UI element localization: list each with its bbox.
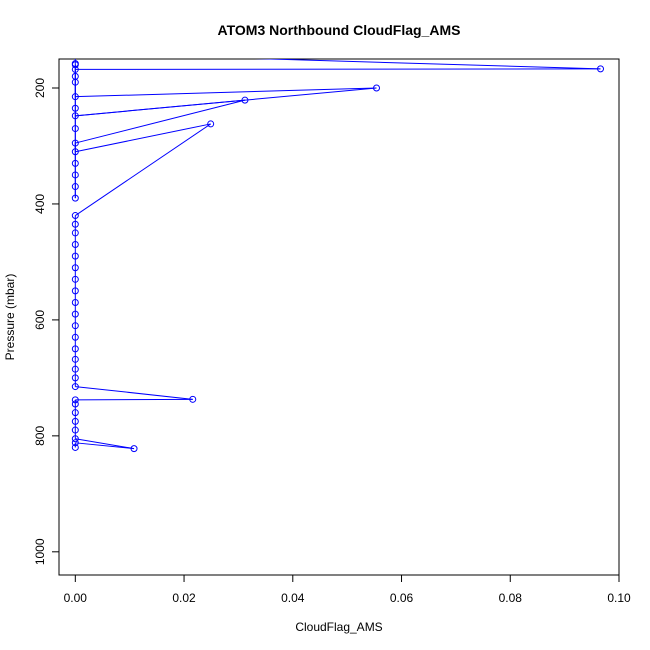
data-point [71,252,79,260]
y-tick-label: 1000 [33,538,47,565]
data-point [241,96,249,104]
y-tick-label: 600 [33,310,47,330]
data-point [71,435,79,443]
data-point [189,395,197,403]
data-point [71,400,79,408]
data-point [71,183,79,191]
data-point [71,355,79,363]
data-point [71,299,79,307]
chart-title: ATOM3 Northbound CloudFlag_AMS [218,22,461,38]
x-axis-label: CloudFlag_AMS [295,620,382,634]
y-axis: 200 400 600 800 1000 [33,78,59,565]
data-point [71,322,79,330]
data-point [71,310,79,318]
data-point [71,220,79,228]
data-point [71,241,79,249]
series-segment [75,99,246,144]
x-axis: 0.00 0.02 0.04 0.06 0.08 0.10 [64,575,631,605]
data-point [207,120,215,128]
x-tick-label: 0.06 [390,591,414,605]
data-point [71,345,79,353]
data-point [71,125,79,133]
data-point [71,443,79,451]
data-point [71,112,79,120]
data-point [71,159,79,167]
y-tick-label: 200 [33,78,47,98]
data-point [71,287,79,295]
y-tick-label: 400 [33,194,47,214]
x-tick-label: 0.02 [172,591,196,605]
x-tick-label: 0.10 [607,591,631,605]
series-segment [253,59,601,70]
data-point [71,333,79,341]
data-point [71,104,79,112]
series-segment [75,68,601,70]
data-point [71,93,79,101]
data-point [71,365,79,373]
data-point [71,439,79,447]
series-layer [71,59,605,453]
data-point [71,194,79,202]
data-point [71,275,79,283]
series-segment [75,442,135,450]
x-tick-label: 0.00 [64,591,88,605]
data-point [71,72,79,80]
data-point [71,139,79,147]
x-tick-label: 0.04 [281,591,305,605]
data-point [71,426,79,434]
data-point [71,417,79,425]
data-point [71,229,79,237]
x-tick-label: 0.08 [499,591,523,605]
data-point [71,171,79,179]
data-point [71,374,79,382]
data-point [71,61,79,69]
series-segment [75,438,135,450]
data-point [71,409,79,417]
data-point [71,383,79,391]
data-point [373,84,381,92]
series-segment [75,87,377,98]
y-tick-label: 800 [33,426,47,446]
series-segment [75,398,193,401]
data-point [130,445,138,453]
y-axis-label: Pressure (mbar) [3,274,17,361]
data-point [71,148,79,156]
data-point [71,264,79,272]
data-point [597,65,605,73]
series-segment [75,386,193,400]
data-point [71,212,79,220]
series-segment [75,87,377,117]
series-segment [75,123,211,216]
series-segment [75,123,211,153]
data-point [71,396,79,404]
plot-frame [58,58,620,576]
